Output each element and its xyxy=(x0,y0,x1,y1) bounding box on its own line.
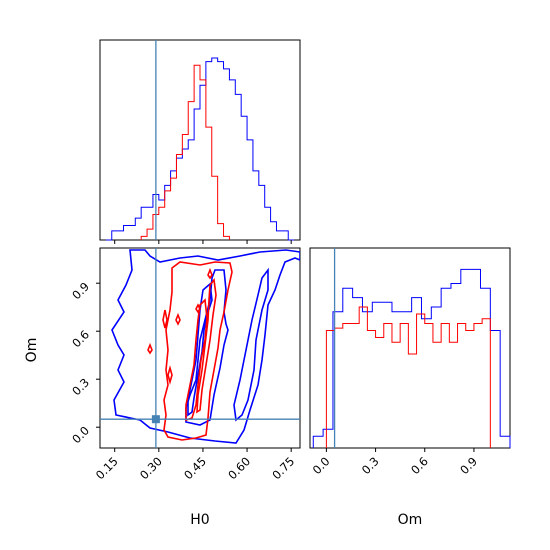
om-xtick-label: 0.9 xyxy=(457,454,480,477)
red-island-4 xyxy=(167,365,173,385)
blue-inner-contour xyxy=(187,282,213,417)
om-histogram-frame xyxy=(309,247,511,449)
om-xtick-label: 0.0 xyxy=(310,454,333,477)
om-histogram-red xyxy=(325,306,491,448)
contour-ytick-label: 0.6 xyxy=(69,327,92,350)
blue-contours xyxy=(111,249,300,444)
om-xtick-label: 0.6 xyxy=(408,454,431,477)
contour-ytick-label: 0.0 xyxy=(69,423,92,446)
h0-om-contour-panel: 0.15 0.30 0.45 0.60 0.75 0.0 0.3 0.6 0.9 H0 Om xyxy=(24,247,301,528)
contour-xtick-label: 0.75 xyxy=(269,454,297,482)
om-histogram-panel: 0.0 0.3 0.6 0.9 Om xyxy=(309,247,511,528)
h0-histogram-red xyxy=(140,64,230,240)
om-xtick-label: 0.3 xyxy=(359,454,382,477)
h0-histogram-frame xyxy=(99,39,301,241)
contour-xtick-label: 0.60 xyxy=(225,454,253,482)
red-island-3 xyxy=(175,312,181,326)
red-island-2 xyxy=(147,342,153,355)
x-axis-label-h0: H0 xyxy=(190,512,209,528)
truth-marker xyxy=(151,415,160,424)
om-histogram-blue xyxy=(312,268,511,448)
red-island-6 xyxy=(207,267,213,280)
contour-xtick-label: 0.15 xyxy=(93,454,121,482)
contour-xtick-label: 0.30 xyxy=(137,454,165,482)
red-island-1 xyxy=(162,309,168,329)
blue-right-contour xyxy=(233,267,269,422)
red-inner-contour-2 xyxy=(196,278,217,414)
red-inner-contour-1 xyxy=(185,298,208,422)
contour-ytick-label: 0.9 xyxy=(69,279,92,302)
red-island-5 xyxy=(195,303,201,314)
blue-outer-contour xyxy=(111,249,300,444)
x-axis-label-om: Om xyxy=(398,512,423,528)
contour-xtick-label: 0.45 xyxy=(181,454,209,482)
y-axis-label-om: Om xyxy=(24,338,40,363)
contour-frame xyxy=(99,247,301,449)
red-contours xyxy=(147,261,233,441)
h0-histogram-blue xyxy=(105,57,295,241)
red-outer-contour xyxy=(163,261,233,441)
contour-ytick-label: 0.3 xyxy=(69,375,92,398)
blue-middle-contour xyxy=(185,269,229,426)
h0-histogram-panel xyxy=(99,39,301,244)
